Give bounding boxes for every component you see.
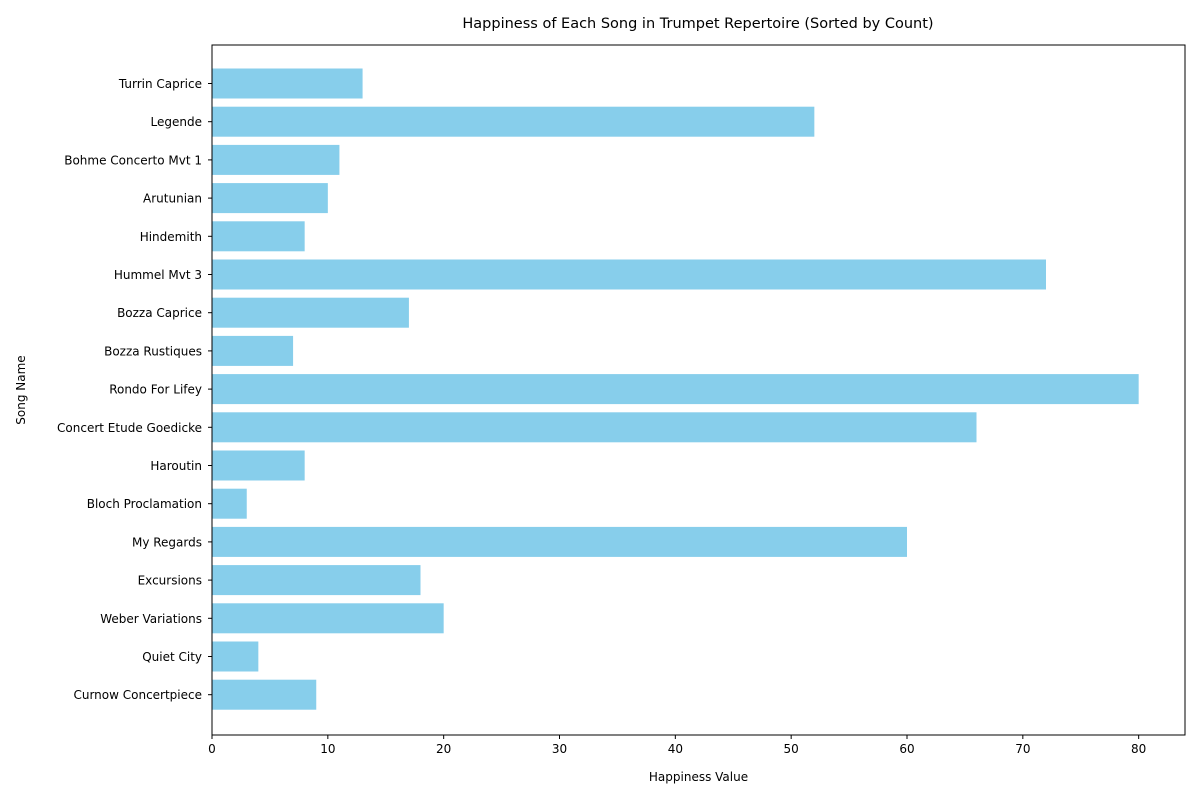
x-tick-label: 70 [1015,742,1030,756]
x-tick-label: 30 [552,742,567,756]
y-tick-label: Bozza Rustiques [104,344,202,358]
bar-14 [212,603,444,634]
y-tick-label: Arutunian [143,192,202,206]
y-tick-label: Bozza Caprice [117,306,202,320]
x-axis-label: Happiness Value [649,770,748,784]
y-tick-label: Quiet City [142,650,202,664]
bar-11 [212,488,247,519]
y-tick-label: Legende [151,115,202,129]
x-tick-label: 40 [668,742,683,756]
plot-frame [211,44,1186,736]
y-tick-label: My Regards [132,535,202,549]
bar-15 [212,641,259,672]
y-tick-label: Weber Variations [100,612,202,626]
x-tick-label: 60 [899,742,914,756]
bar-0 [212,68,363,99]
bars-group [212,68,1139,710]
y-tick-label: Bohme Concerto Mvt 1 [64,153,202,167]
bar-12 [212,526,907,557]
bar-10 [212,450,305,481]
y-tick-label: Concert Etude Goedicke [57,421,202,435]
bar-13 [212,565,421,596]
x-tick-label: 80 [1131,742,1146,756]
x-tick-label: 0 [208,742,216,756]
y-tick-label: Turrin Caprice [118,77,202,91]
y-tick-label: Rondo For Lifey [109,383,202,397]
bar-3 [212,183,328,214]
chart-title: Happiness of Each Song in Trumpet Repert… [462,16,933,32]
bar-9 [212,412,977,443]
bar-8 [212,374,1139,405]
y-tick-label: Hindemith [140,230,202,244]
y-tick-label: Excursions [138,574,202,588]
y-tick-label: Curnow Concertpiece [73,688,202,702]
x-tick-label: 20 [436,742,451,756]
bar-4 [212,221,305,252]
y-tick-label: Bloch Proclamation [87,497,202,511]
bar-7 [212,335,294,366]
x-tick-label: 10 [320,742,335,756]
x-axis-ticks: 0 10 20 30 40 50 60 70 80 [208,735,1146,756]
bar-16 [212,679,317,710]
y-axis-ticks: Turrin Caprice Legende Bohme Concerto Mvt … [57,77,212,702]
bar-5 [212,259,1046,290]
y-tick-label: Haroutin [150,459,202,473]
x-tick-label: 50 [784,742,799,756]
bar-6 [212,297,409,328]
bar-2 [212,144,340,175]
y-axis-label: Song Name [14,355,28,424]
y-tick-label: Hummel Mvt 3 [114,268,202,282]
bar-1 [212,106,815,137]
